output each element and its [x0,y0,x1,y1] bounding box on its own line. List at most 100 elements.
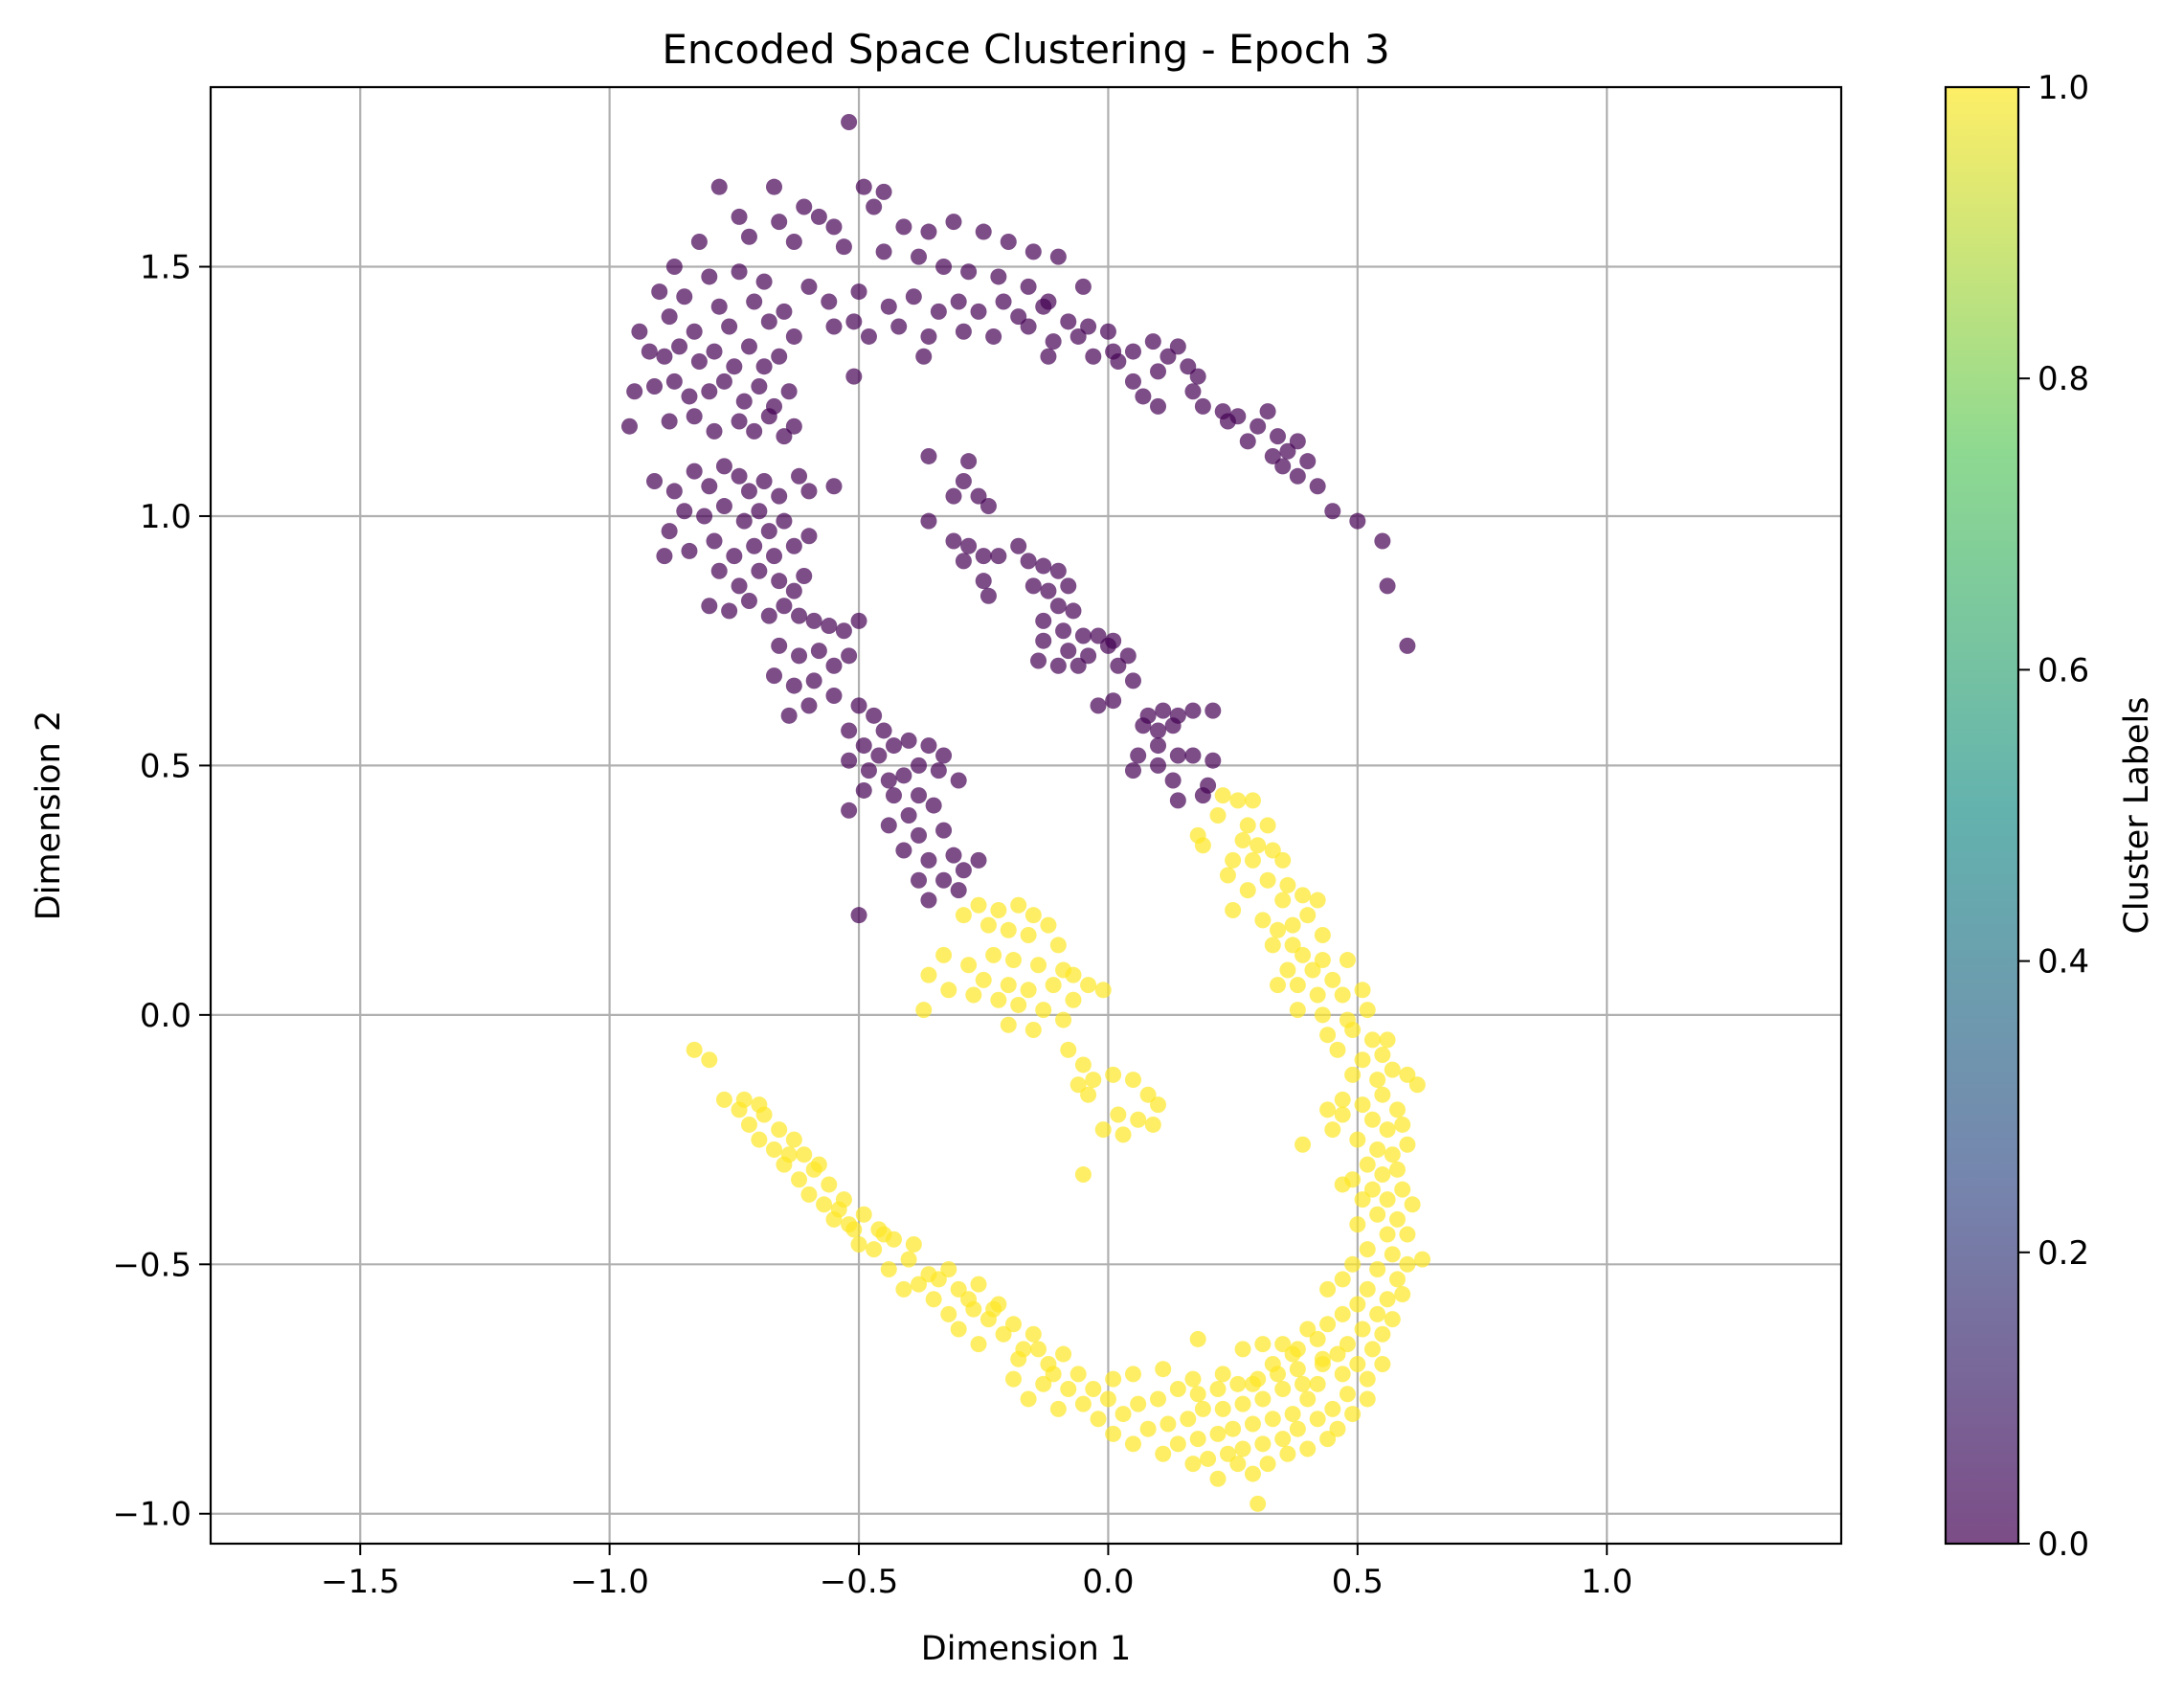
data-point [990,268,1007,285]
data-point [1369,1072,1386,1089]
data-point [895,842,912,859]
data-point [1274,1431,1292,1448]
data-point [1035,612,1052,629]
data-point [800,1186,818,1203]
data-point [1363,1031,1381,1049]
data-point [841,752,858,769]
data-point [1080,1086,1097,1103]
data-point [1090,1411,1107,1428]
data-point [979,498,997,515]
data-point [740,228,757,245]
data-point [915,348,933,365]
data-point [979,587,997,604]
data-point [765,178,782,195]
data-point [960,1291,978,1308]
data-point [1030,1341,1047,1358]
data-point [1259,817,1276,834]
y-axis-label: Dimension 2 [30,711,68,920]
data-point [995,1325,1012,1343]
data-point [1209,1425,1227,1442]
data-point [751,503,768,520]
data-point [1344,1021,1362,1038]
data-point [1295,1136,1312,1153]
data-point [925,1291,942,1308]
data-point [686,463,703,480]
data-point [885,737,902,755]
data-point [1150,397,1167,415]
data-point [1399,637,1416,654]
data-point [661,523,678,540]
data-point [945,847,962,864]
data-point [990,991,1007,1008]
chart-title: Encoded Space Clustering - Epoch 3 [662,26,1389,73]
data-point [1180,1411,1197,1428]
data-point [1259,871,1276,889]
data-point [1094,982,1112,999]
data-point [776,303,793,320]
data-point [1049,598,1067,615]
data-point [1180,358,1197,375]
data-point [1369,1305,1386,1322]
x-tick-label: −0.5 [820,1563,899,1601]
data-point [1299,1440,1317,1457]
data-point [706,343,723,360]
data-point [960,453,978,470]
data-point [746,293,763,310]
y-tick-label: 0.5 [140,747,191,785]
data-point [930,303,947,320]
data-point [1020,1390,1037,1408]
data-point [1200,1450,1217,1467]
data-point [825,657,843,674]
data-point [911,871,928,889]
data-point [1169,1435,1186,1453]
data-point [701,383,718,400]
data-point [1214,1366,1231,1383]
data-point [1049,1400,1067,1417]
data-point [755,358,773,375]
data-point [970,1276,987,1293]
data-point [975,971,992,988]
y-axis-ticks: −1.0 −0.5 0.0 0.5 1.0 1.5 [112,249,211,1534]
data-point [1184,1456,1202,1473]
data-point [1359,1241,1376,1258]
data-point [940,1305,957,1322]
data-point [1289,1361,1306,1378]
data-point [1085,348,1102,365]
data-point [1354,1096,1371,1114]
data-point [626,383,643,400]
data-point [1359,1280,1376,1298]
data-point [1354,1191,1371,1208]
data-point [1000,977,1017,994]
data-point [970,896,987,914]
data-point [1264,842,1281,859]
data-point [1105,1425,1122,1442]
data-point [1214,1400,1231,1417]
data-point [1229,1456,1247,1473]
data-point [841,113,858,130]
y-tick-label: −1.0 [112,1496,191,1534]
data-point [1344,1066,1362,1083]
data-point [1229,1375,1247,1392]
data-point [1090,627,1107,644]
data-point [1289,1002,1306,1019]
x-axis-ticks: −1.5 −1.0 −0.5 0.0 0.5 1.0 [321,1544,1632,1601]
data-point [690,352,708,370]
data-point [1374,1355,1391,1372]
data-point [1010,896,1027,914]
data-point [975,573,992,590]
data-point [1225,901,1242,918]
data-point [641,343,658,360]
data-point [1110,1106,1127,1123]
data-point [1319,1280,1337,1298]
data-point [1394,1286,1411,1303]
data-point [990,901,1007,918]
data-point [1349,1216,1366,1233]
data-point [1324,971,1341,988]
data-point [755,473,773,490]
data-point [1363,1181,1381,1198]
data-point [671,338,688,355]
data-point [1388,1161,1406,1178]
data-point [1344,1255,1362,1273]
data-point [920,328,937,345]
data-point [1164,772,1182,789]
